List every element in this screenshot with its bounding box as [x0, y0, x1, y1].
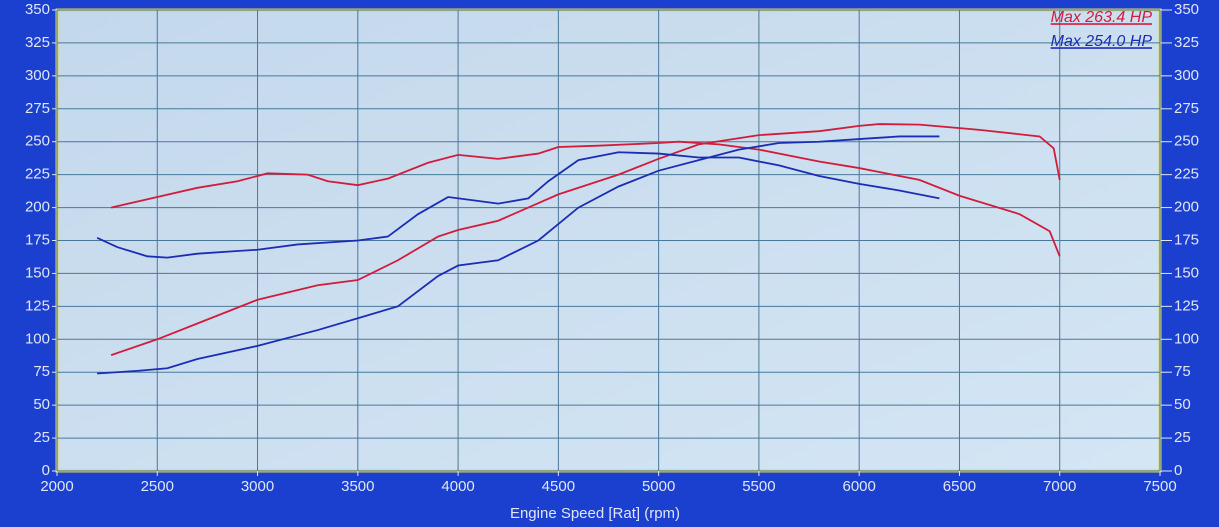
x-tick-label: 3500	[341, 478, 374, 495]
y-tick-label: 300	[25, 67, 50, 84]
y2-tick-label: 50	[1174, 396, 1191, 413]
y-tick-label: 325	[25, 34, 50, 51]
y2-tick-label: 275	[1174, 100, 1199, 117]
y2-tick-label: 300	[1174, 67, 1199, 84]
legend-entry: Max 254.0 HP	[1051, 33, 1153, 50]
y-tick-label: 75	[33, 363, 50, 380]
y2-tick-label: 25	[1174, 429, 1191, 446]
series-line	[96, 151, 940, 259]
series-line	[110, 140, 1061, 257]
x-tick-label: 6500	[943, 478, 976, 495]
y2-tick-label: 175	[1174, 231, 1199, 248]
series-line	[97, 135, 940, 375]
legend-entry: Max 263.4 HP	[1051, 9, 1153, 26]
y2-tick-label: 350	[1174, 1, 1199, 18]
y2-tick-label: 250	[1174, 133, 1199, 150]
y-tick-label: 200	[25, 199, 50, 216]
x-tick-label: 2000	[40, 478, 73, 495]
y-tick-label: 225	[25, 166, 50, 183]
y-tick-label: 175	[25, 231, 50, 248]
y-tick-label: 25	[33, 429, 50, 446]
x-tick-label: 6000	[842, 478, 875, 495]
y-tick-label: 125	[25, 297, 50, 314]
y2-tick-label: 75	[1174, 363, 1191, 380]
y2-tick-label: 125	[1174, 297, 1199, 314]
y2-tick-label: 325	[1174, 34, 1199, 51]
series-line	[110, 123, 1061, 356]
x-tick-label: 2500	[141, 478, 174, 495]
x-tick-label: 4000	[441, 478, 474, 495]
y-tick-label: 350	[25, 1, 50, 18]
x-tick-label: 5000	[642, 478, 675, 495]
y2-tick-label: 225	[1174, 166, 1199, 183]
y-tick-label: 100	[25, 330, 50, 347]
x-axis-label: Engine Speed [Rat] (rpm)	[510, 505, 680, 522]
x-tick-label: 4500	[542, 478, 575, 495]
y-tick-label: 0	[42, 462, 50, 479]
y-tick-label: 50	[33, 396, 50, 413]
y-tick-label: 150	[25, 264, 50, 281]
y2-tick-label: 150	[1174, 264, 1199, 281]
y2-tick-label: 100	[1174, 330, 1199, 347]
x-tick-label: 3000	[241, 478, 274, 495]
y-tick-label: 275	[25, 100, 50, 117]
x-tick-label: 5500	[742, 478, 775, 495]
x-tick-label: 7000	[1043, 478, 1076, 495]
y2-tick-label: 200	[1174, 199, 1199, 216]
y-tick-label: 250	[25, 133, 50, 150]
y2-tick-label: 0	[1174, 462, 1182, 479]
x-tick-label: 7500	[1143, 478, 1176, 495]
